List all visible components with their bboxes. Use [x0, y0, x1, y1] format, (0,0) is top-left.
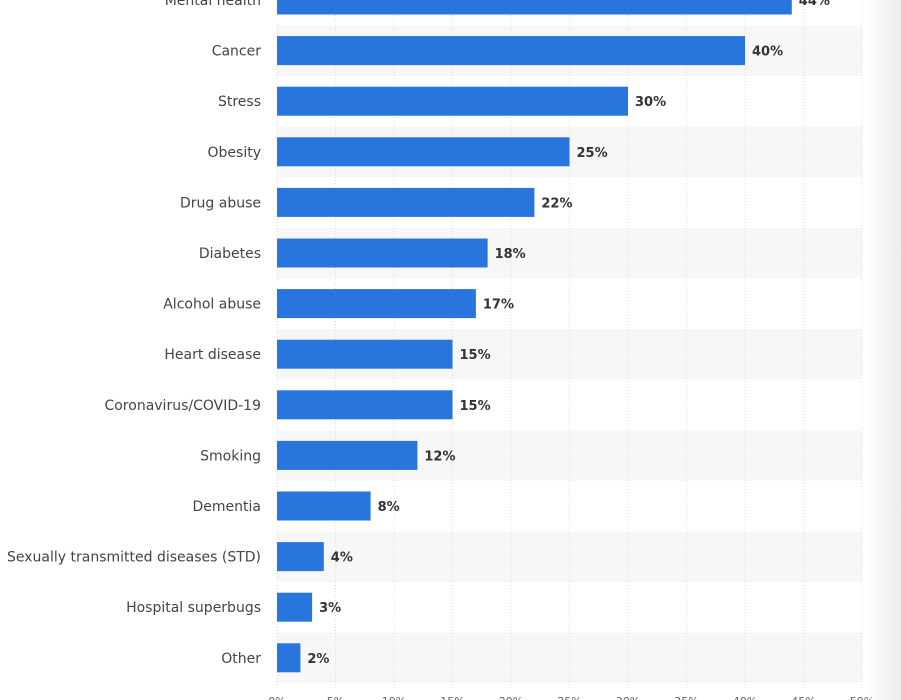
value-label: 15%	[460, 399, 491, 414]
category-labels: Mental health Cancer Stress Obesity Drug abu…	[7, 0, 261, 667]
bar-smoking	[277, 440, 418, 470]
edge-shadow	[865, 0, 901, 700]
value-labels: 44% 40% 30% 25% 22% 18% 17% 15% 15% 12% 8% 4% 3% 2%	[307, 0, 830, 667]
category-label: Alcohol abuse	[163, 297, 261, 313]
bars	[277, 0, 792, 673]
value-label: 17%	[483, 298, 514, 313]
x-tick-label: 45%	[791, 695, 815, 700]
x-tick-label: 20%	[499, 695, 523, 700]
value-label: 3%	[319, 601, 341, 616]
bar-drug-abuse	[277, 187, 535, 217]
x-tick-label: 5%	[327, 695, 344, 700]
bar-sexually-transmitted-diseases-std	[277, 542, 324, 572]
category-label: Hospital superbugs	[126, 600, 261, 616]
x-tick-label: 50%	[850, 695, 874, 700]
x-tick-label: 0%	[268, 695, 285, 700]
bar-stress	[277, 86, 628, 116]
value-label: 44%	[799, 0, 830, 9]
bar-cancer	[277, 36, 745, 66]
bar-other	[277, 643, 301, 673]
value-label: 12%	[424, 449, 455, 464]
category-label: Mental health	[165, 0, 261, 9]
value-label: 30%	[635, 95, 666, 110]
category-label: Other	[221, 651, 261, 667]
value-label: 40%	[752, 45, 783, 60]
x-tick-label: 10%	[382, 695, 406, 700]
category-label: Smoking	[200, 448, 261, 464]
x-axis-tick-labels: 0% 5% 10% 15% 20% 25% 30% 35% 40% 45% 50%	[268, 695, 874, 700]
category-label: Cancer	[212, 44, 262, 60]
bar-heart-disease	[277, 339, 453, 369]
value-label: 25%	[577, 146, 608, 161]
bar-dementia	[277, 491, 371, 521]
bar-alcohol-abuse	[277, 289, 476, 319]
category-label: Stress	[218, 94, 261, 110]
x-tick-label: 15%	[440, 695, 464, 700]
bar-mental-health	[277, 0, 792, 15]
value-label: 4%	[331, 551, 353, 566]
category-label: Drug abuse	[180, 195, 261, 211]
value-label: 18%	[495, 247, 526, 262]
category-label: Heart disease	[164, 347, 261, 363]
bar-obesity	[277, 137, 570, 167]
x-tick-label: 35%	[674, 695, 698, 700]
bar-coronavirus-covid-19	[277, 390, 453, 420]
value-label: 8%	[378, 500, 400, 515]
x-tick-label: 40%	[733, 695, 757, 700]
category-label: Dementia	[193, 499, 261, 515]
x-tick-label: 30%	[616, 695, 640, 700]
category-label: Obesity	[208, 145, 261, 161]
category-label: Sexually transmitted diseases (STD)	[7, 550, 261, 566]
value-label: 15%	[460, 348, 491, 363]
value-label: 22%	[541, 196, 572, 211]
x-tick-label: 25%	[557, 695, 581, 700]
category-label: Coronavirus/COVID-19	[104, 398, 261, 414]
row-band	[277, 531, 862, 582]
value-label: 2%	[307, 652, 329, 667]
category-label: Diabetes	[199, 246, 261, 262]
bar-diabetes	[277, 238, 488, 268]
bar-hospital-superbugs	[277, 592, 313, 622]
